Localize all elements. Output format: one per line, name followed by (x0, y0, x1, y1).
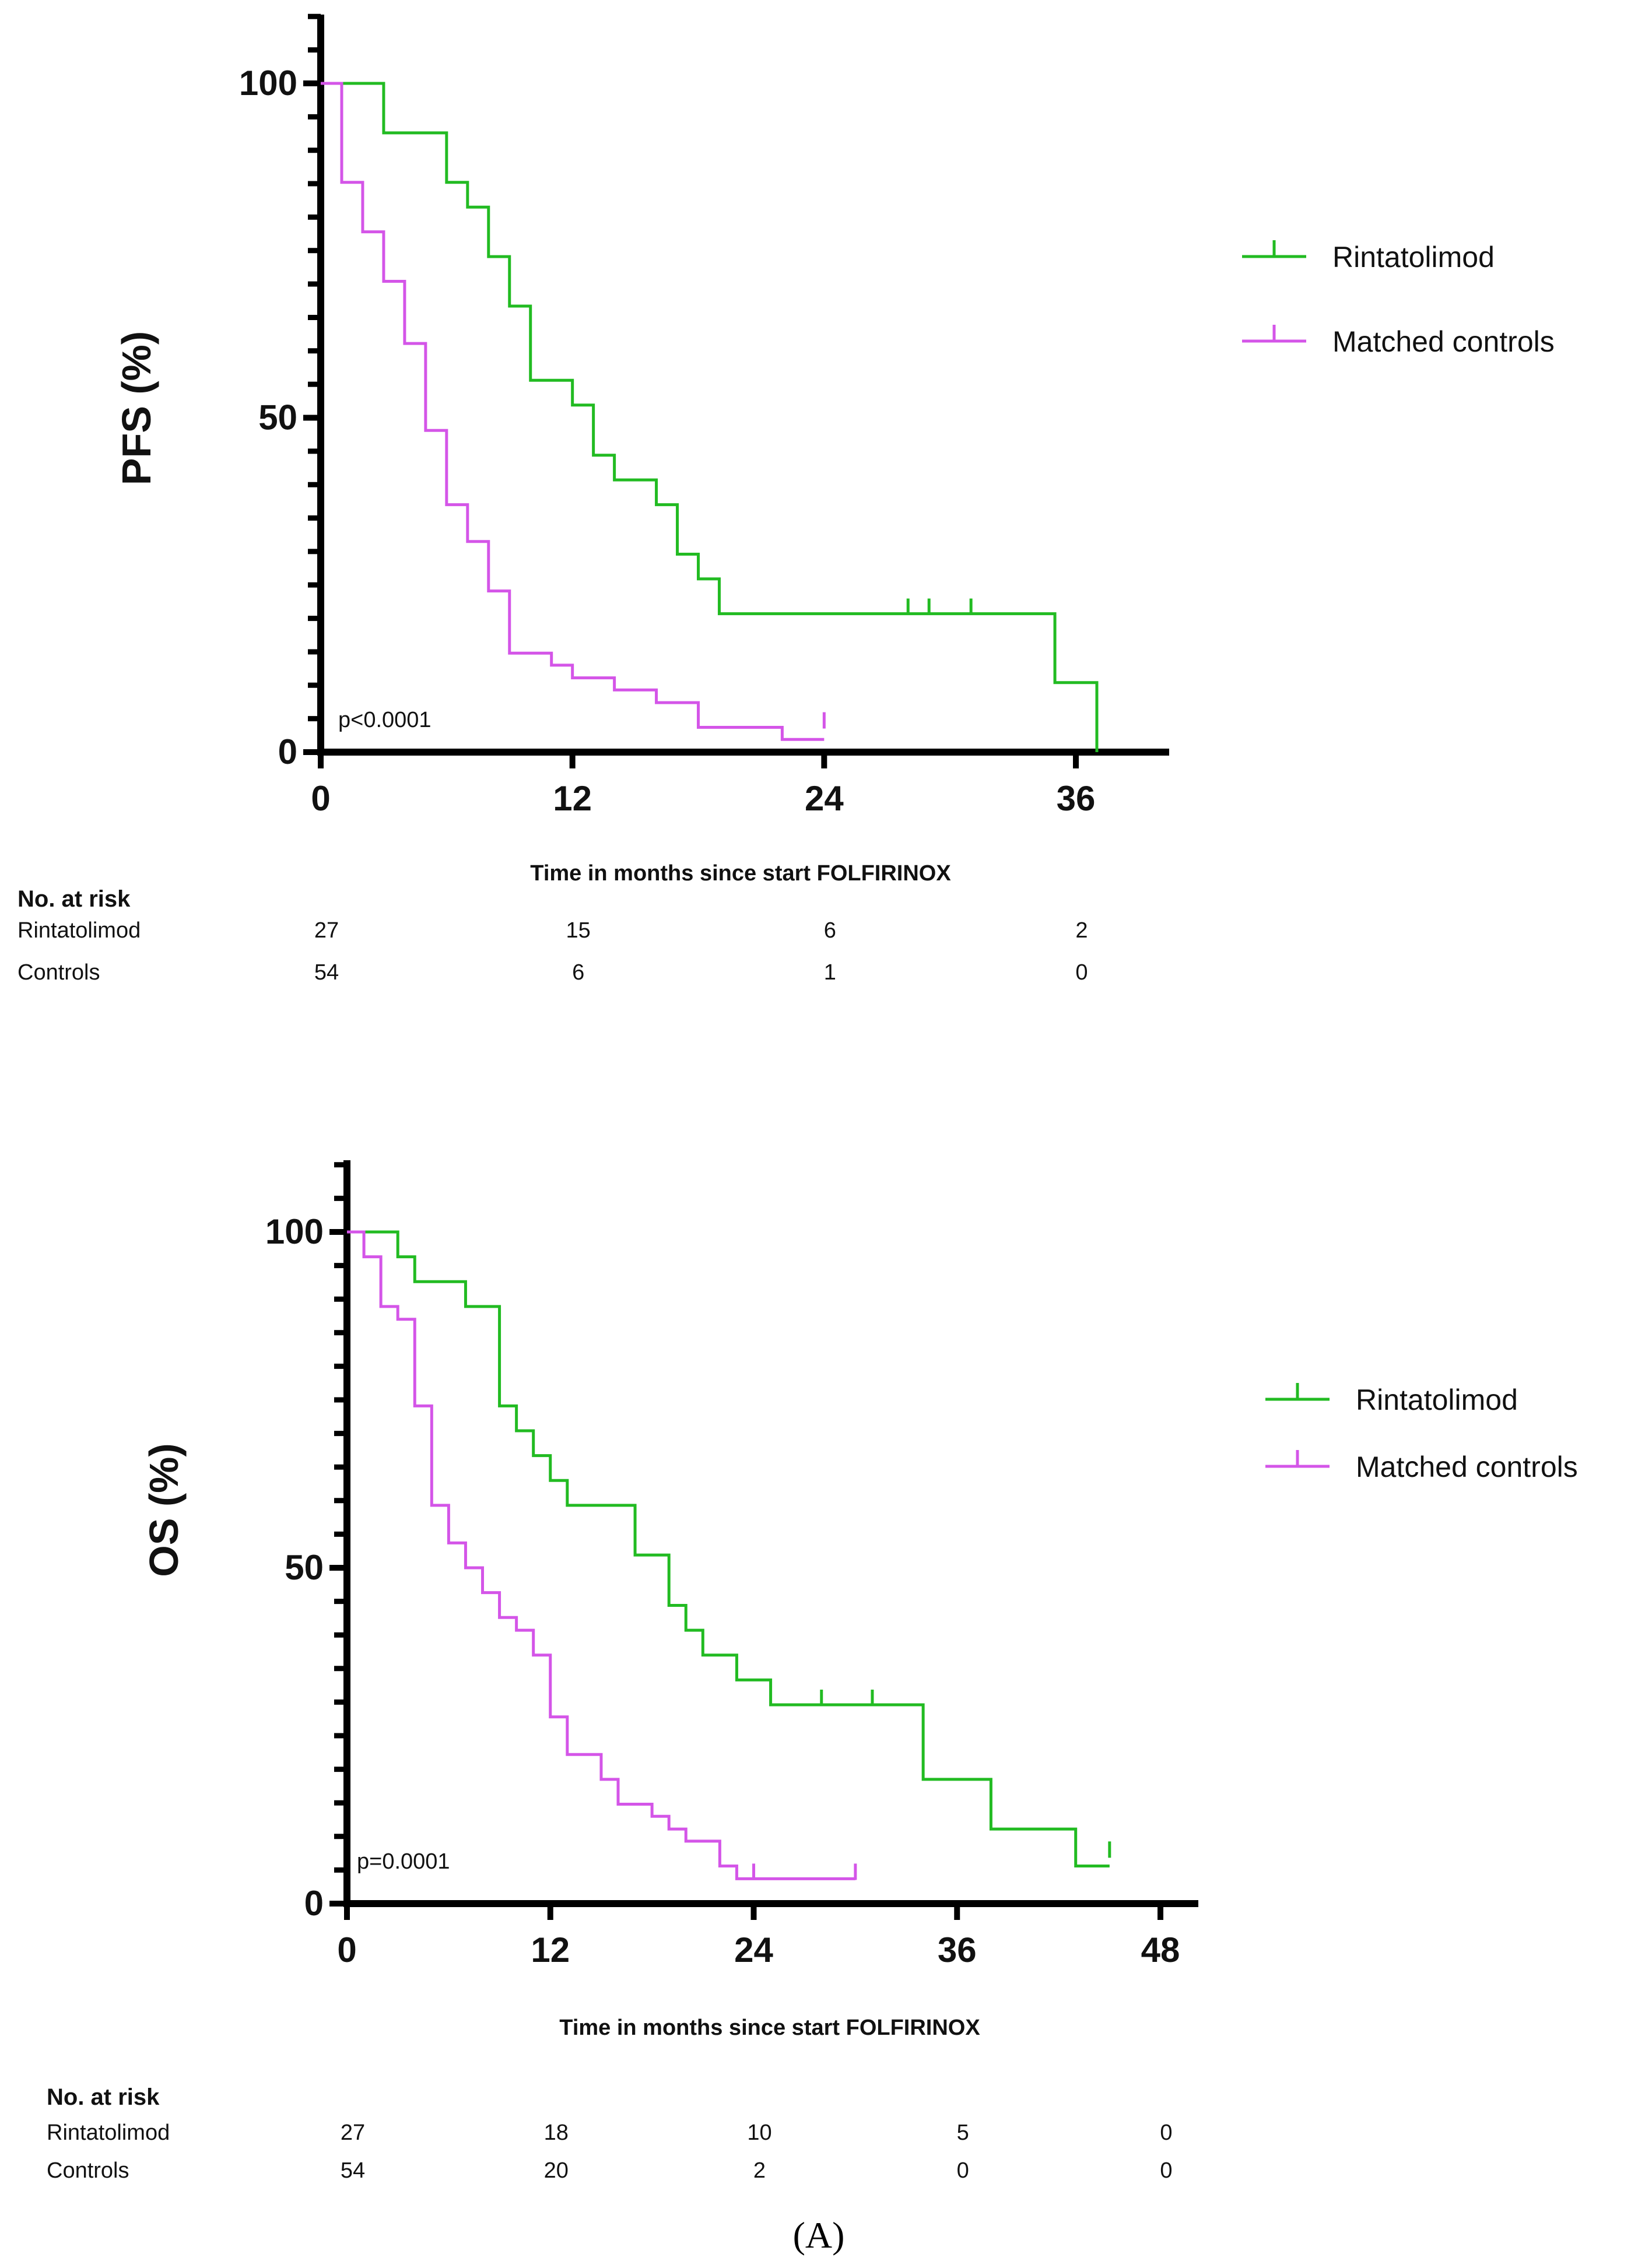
risk-value: 2 (1075, 918, 1088, 943)
risk-value: 0 (1160, 2158, 1172, 2183)
os-y-axis-label: OS (%) (141, 1443, 187, 1577)
risk-value: 20 (544, 2158, 569, 2183)
risk-value: 6 (572, 960, 584, 985)
risk-value: 6 (824, 918, 836, 943)
os-chart: OS (%) Time in months since start FOLFIR… (47, 1160, 1578, 2183)
x-tick-label: 36 (1057, 779, 1096, 818)
legend-label: Matched controls (1332, 325, 1555, 358)
pfs-chart: PFS (%) Time in months since start FOLFI… (17, 13, 1555, 985)
x-tick-label: 36 (938, 1930, 977, 1969)
x-tick-label: 12 (531, 1930, 570, 1969)
risk-value: 5 (957, 2120, 969, 2145)
panel-label: (A) (793, 2214, 845, 2256)
risk-value: 1 (824, 960, 836, 985)
x-tick-label: 0 (311, 779, 330, 818)
risk-row-label: Controls (47, 2158, 129, 2183)
pfs-y-axis-label: PFS (%) (114, 331, 159, 485)
os-x-axis-label: Time in months since start FOLFIRINOX (559, 2016, 980, 2040)
x-tick-label: 12 (553, 779, 592, 818)
risk-value: 54 (314, 960, 339, 985)
risk-value: 27 (341, 2120, 365, 2145)
risk-value: 27 (314, 918, 339, 943)
y-tick-label: 0 (278, 732, 297, 771)
y-tick-label: 100 (265, 1212, 324, 1251)
legend-label: Rintatolimod (1356, 1384, 1518, 1416)
risk-row-label: Rintatolimod (47, 2120, 170, 2145)
risk-row-label: Controls (17, 960, 100, 985)
km-curve-matched-controls (321, 82, 825, 741)
x-tick-label: 48 (1141, 1930, 1180, 1969)
y-tick-label: 50 (285, 1548, 324, 1587)
x-tick-label: 0 (337, 1930, 356, 1969)
pfs-p-value: p<0.0001 (338, 708, 432, 732)
km-curve-matched-controls (347, 1230, 855, 1880)
risk-value: 18 (544, 2120, 569, 2145)
y-tick-label: 100 (239, 64, 297, 103)
risk-value: 0 (957, 2158, 969, 2183)
risk-value: 2 (753, 2158, 766, 2183)
x-tick-label: 24 (805, 779, 844, 818)
risk-value: 15 (566, 918, 591, 943)
km-curve-rintatolimod (347, 1230, 1110, 1867)
os-p-value: p=0.0001 (357, 1849, 450, 1874)
km-curve-rintatolimod (321, 82, 1099, 752)
legend-label: Rintatolimod (1332, 241, 1495, 273)
legend-label: Matched controls (1356, 1451, 1578, 1483)
risk-row-label: Rintatolimod (17, 918, 141, 943)
risk-value: 0 (1160, 2120, 1172, 2145)
x-tick-label: 24 (734, 1930, 773, 1969)
y-tick-label: 50 (258, 398, 297, 437)
risk-table-header: No. at risk (47, 2084, 160, 2110)
risk-value: 0 (1075, 960, 1088, 985)
y-tick-label: 0 (304, 1884, 324, 1923)
risk-value: 10 (747, 2120, 771, 2145)
pfs-x-axis-label: Time in months since start FOLFIRINOX (530, 861, 951, 886)
risk-value: 54 (341, 2158, 365, 2183)
risk-table-header: No. at risk (17, 886, 131, 912)
